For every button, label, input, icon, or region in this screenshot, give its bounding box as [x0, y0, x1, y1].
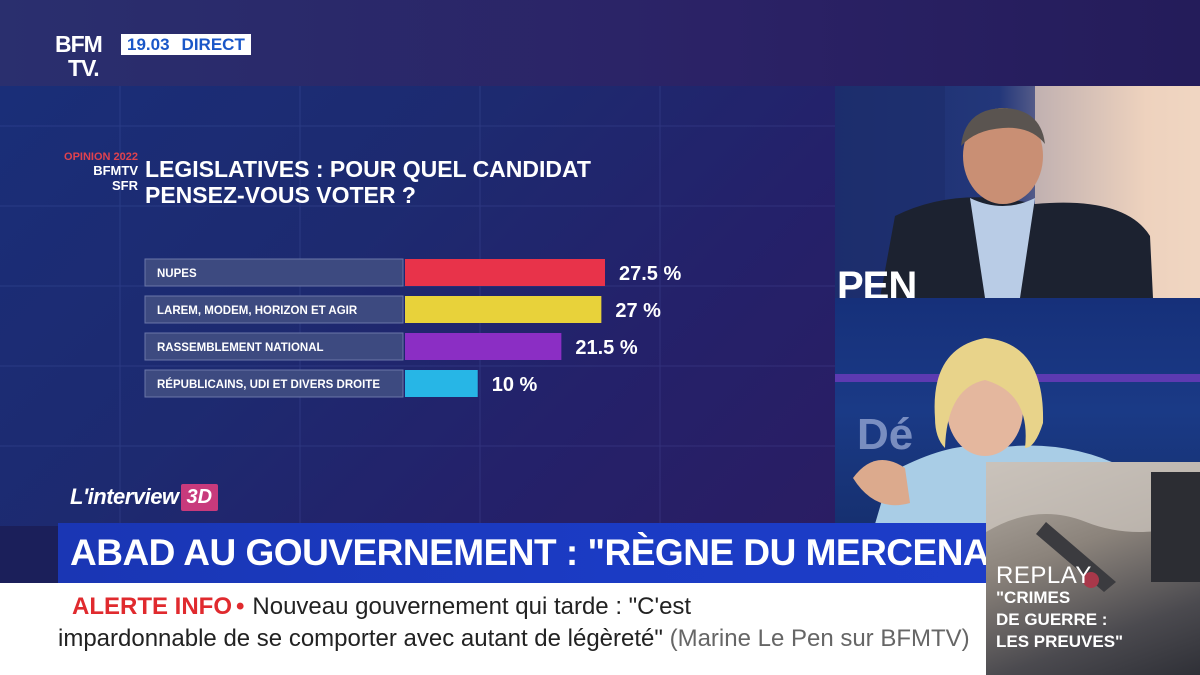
poll-chart-panel: OPINION 2022 BFMTV SFR LEGISLATIVES : PO… — [0, 86, 835, 526]
channel-logo-line2: TV. — [68, 55, 100, 81]
chart-title-line1: LEGISLATIVES : POUR QUEL CANDIDAT — [145, 156, 591, 182]
replay-title-line3: LES PREUVES" — [996, 632, 1124, 651]
live-badge: 19.03 DIRECT — [121, 34, 251, 55]
bar — [405, 296, 602, 323]
alert-label: ALERTE INFO — [72, 593, 232, 620]
bar-category-label: RASSEMBLEMENT NATIONAL — [157, 342, 324, 354]
bar — [405, 333, 562, 360]
bar-category-label: RÉPUBLICAINS, UDI ET DIVERS DROITE — [157, 378, 380, 391]
ticker-text-line2: impardonnable de se comporter avec autan… — [58, 625, 663, 652]
ticker-source: (Marine Le Pen sur BFMTV) — [669, 625, 970, 652]
ticker-line1: ALERTE INFO • Nouveau gouvernement qui tar… — [72, 593, 691, 621]
show-name: L'interview — [70, 484, 179, 509]
bar-value-label: 27 % — [615, 300, 661, 322]
studio-backdrop-text: PEN — [837, 264, 917, 298]
bar — [405, 370, 478, 397]
ticker-line2: impardonnable de se comporter avec autan… — [58, 625, 970, 653]
bar-value-label: 21.5 % — [575, 337, 637, 359]
bar-category-label: NUPES — [157, 268, 197, 280]
bar-category-label: LAREM, MODEM, HORIZON ET AGIR — [157, 305, 358, 317]
chart-title-line2: PENSEZ-VOUS VOTER ? — [145, 182, 416, 208]
replay-title-line2: DE GUERRE : — [996, 610, 1108, 629]
live-label: DIRECT — [181, 34, 245, 54]
alert-dot: • — [236, 593, 245, 620]
replay-label: REPLAY — [996, 562, 1092, 589]
replay-title-line1: "CRIMES — [996, 588, 1071, 607]
replay-image — [986, 462, 1200, 592]
headline-text: ABAD AU GOUVERNEMENT : "RÈGNE DU MERCENA… — [70, 532, 1088, 573]
bar-value-label: 10 % — [492, 374, 538, 396]
bar-label-bg — [144, 295, 404, 324]
poll-badge-line1: OPINION 2022 — [64, 151, 138, 163]
poll-badge: OPINION 2022 BFMTV SFR — [56, 151, 138, 201]
bar-label-bg — [144, 332, 404, 361]
channel-logo-line1: BFM — [55, 31, 103, 57]
bar-chart: NUPES 27.5 % LAREM, MODEM, HORIZON ET AGIR… — [144, 258, 681, 398]
bar-label-bg — [144, 258, 404, 287]
show-suffix: 3D — [180, 483, 219, 511]
replay-thumbnail[interactable]: REPLAY "CRIMES DE GUERRE : LES PREUVES" — [986, 462, 1200, 675]
ticker-edge — [0, 583, 58, 675]
studio-backdrop-text-2: Dé — [857, 410, 914, 459]
poll-badge-line2: BFMTV — [93, 163, 138, 178]
news-ticker: ALERTE INFO • Nouveau gouvernement qui tar… — [58, 583, 986, 675]
bar-label-bg — [144, 369, 404, 398]
top-bar: BFM TV. 19.03 DIRECT — [0, 0, 1200, 86]
bar-value-label: 27.5 % — [619, 263, 681, 285]
channel-logo: BFM TV. — [55, 33, 117, 83]
ticker-text-line1: Nouveau gouvernement qui tarde : "C'est — [252, 593, 692, 620]
show-tag: L'interview 3D — [70, 481, 219, 513]
poll-badge-line3: SFR — [112, 178, 138, 193]
headline-banner: ABAD AU GOUVERNEMENT : "RÈGNE DU MERCENA… — [58, 523, 1088, 583]
live-time: 19.03 — [127, 34, 170, 54]
chart-title: LEGISLATIVES : POUR QUEL CANDIDAT PENSEZ… — [145, 156, 665, 208]
presenter-figure — [835, 86, 1200, 298]
camera-presenter: PEN — [835, 86, 1200, 298]
bar — [405, 259, 605, 286]
